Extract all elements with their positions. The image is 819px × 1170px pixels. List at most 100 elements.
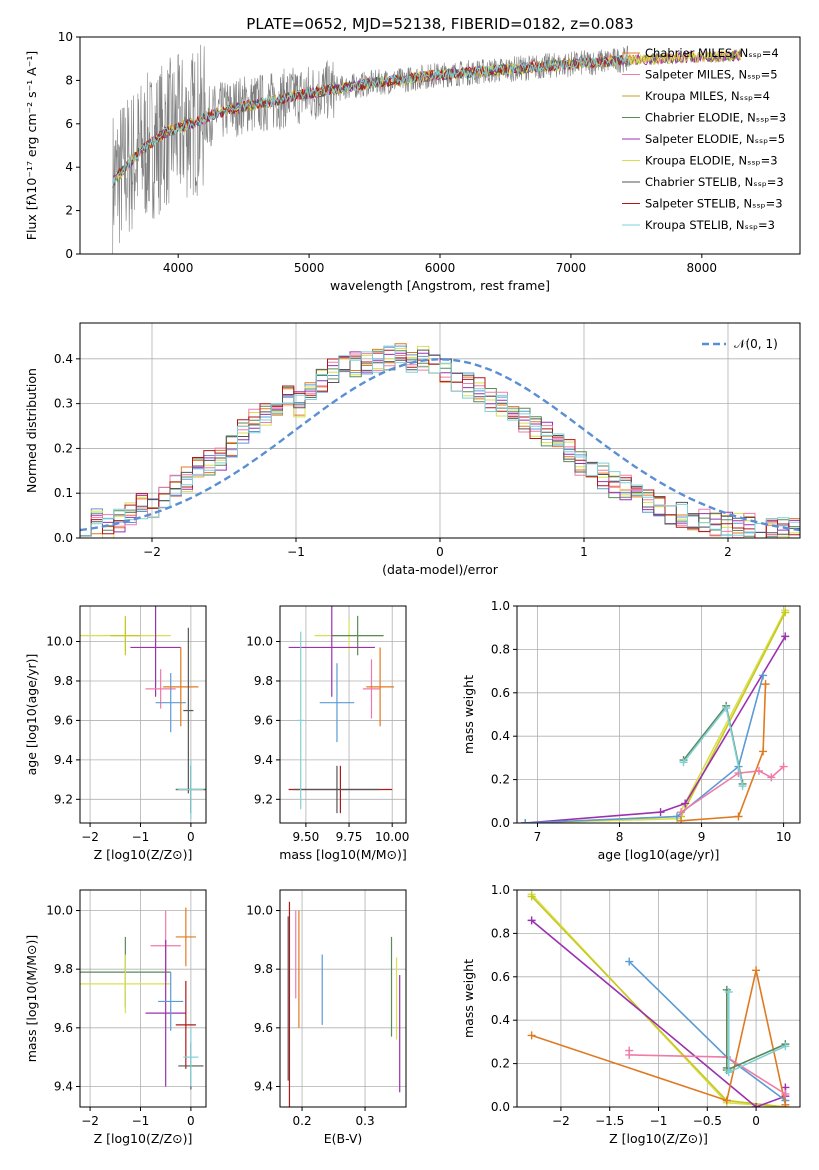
- y-tick-label: 0.1: [54, 486, 73, 500]
- series-line: [525, 612, 786, 823]
- x-tick-label: −2: [81, 1114, 99, 1128]
- data-point: [781, 608, 790, 617]
- data-point: [722, 1096, 731, 1105]
- series-line: [682, 706, 744, 787]
- legend-label: 𝒩(0, 1): [734, 337, 778, 351]
- x-tick-label: −2: [81, 830, 99, 844]
- series-line: [531, 970, 787, 1105]
- gaussian-curve: [80, 358, 800, 532]
- y-tick-label: 0.2: [54, 441, 73, 455]
- y-tick-label: 9.8: [254, 962, 273, 976]
- x-tick-label: 9.75: [336, 830, 363, 844]
- axes-frame: [279, 889, 407, 1108]
- x-tick-label: 0: [187, 830, 195, 844]
- x-tick-label: 5000: [294, 261, 325, 275]
- series-line: [680, 765, 785, 813]
- plot-area-z-weight: [527, 890, 790, 1107]
- y-tick-label: 10.0: [246, 904, 273, 918]
- x-tick-label: −1: [132, 830, 150, 844]
- y-tick-label: 0.2: [491, 1057, 510, 1071]
- y-tick-label: 0.0: [491, 816, 510, 830]
- data-point: [527, 892, 536, 901]
- data-point: [781, 1042, 790, 1051]
- y-tick-label: 9.8: [54, 674, 73, 688]
- x-tick-label: −2: [552, 1114, 570, 1128]
- x-tick-label: −1.5: [595, 1114, 624, 1128]
- figure-title: PLATE=0652, MJD=52138, FIBERID=0182, z=0…: [246, 15, 633, 33]
- y-tick-label: 0.3: [54, 397, 73, 411]
- x-axis-label: wavelength [Angstrom, rest frame]: [330, 278, 550, 293]
- y-tick-label: 0.2: [491, 773, 510, 787]
- plot-area-z-mass: [80, 907, 204, 1090]
- model-line: [112, 54, 630, 188]
- y-axis-label: age [log10(age/yr)]: [24, 654, 39, 776]
- x-axis-label: (data-model)/error: [382, 562, 499, 577]
- y-tick-label: 8: [65, 73, 73, 87]
- y-tick-label: 6: [65, 117, 73, 131]
- y-tick-label: 0.4: [491, 729, 510, 743]
- y-tick-label: 0.4: [491, 1013, 510, 1027]
- x-tick-label: −1: [132, 1114, 150, 1128]
- plot-area-ebv-mass: [287, 901, 401, 1107]
- y-axis-label: Flux [fλ10⁻¹⁷ erg cm⁻² s⁻¹ A⁻¹]: [24, 51, 39, 240]
- legend-label: Chabrier MILES, Nₛₛₚ=4: [645, 46, 779, 60]
- legend-label: Kroupa MILES, Nₛₛₚ=4: [645, 89, 770, 103]
- legend-label: Salpeter ELODIE, Nₛₛₚ=5: [645, 132, 785, 146]
- axes-frame: [79, 889, 207, 1108]
- x-axis-label: age [log10(age/yr)]: [598, 847, 720, 862]
- x-tick-label: 4000: [163, 261, 194, 275]
- data-point: [781, 1100, 790, 1107]
- y-tick-label: 9.8: [254, 674, 273, 688]
- y-tick-label: 0.8: [491, 926, 510, 940]
- y-axis-label: mass weight: [461, 675, 476, 754]
- data-point: [738, 782, 747, 791]
- plot-area-spectrum: [112, 44, 742, 254]
- y-tick-label: 2: [65, 204, 73, 218]
- histogram-step: [80, 345, 800, 537]
- x-tick-label: −1: [287, 545, 305, 559]
- y-tick-label: 0.6: [491, 970, 510, 984]
- data-point: [656, 808, 665, 817]
- y-tick-label: 9.2: [254, 792, 273, 806]
- data-point: [752, 966, 761, 975]
- legend-label: Salpeter MILES, Nₛₛₚ=5: [645, 68, 778, 82]
- y-tick-label: 0: [65, 247, 73, 261]
- data-point: [767, 773, 776, 782]
- plot-area-residuals: [80, 343, 800, 538]
- data-point: [527, 1031, 536, 1040]
- data-point: [724, 987, 733, 996]
- data-point: [722, 703, 731, 712]
- x-tick-label: 6000: [425, 261, 456, 275]
- x-tick-label: 9.50: [293, 830, 320, 844]
- x-tick-label: 8: [616, 830, 624, 844]
- y-axis-label: Normed distribution: [24, 368, 39, 493]
- y-tick-label: 9.4: [54, 1079, 73, 1093]
- axes-frame: [279, 605, 407, 824]
- y-tick-label: 1.0: [491, 883, 510, 897]
- plot-area-mass-age: [288, 606, 394, 814]
- y-tick-label: 9.6: [54, 1021, 73, 1035]
- data-spectrum: [112, 44, 630, 254]
- x-tick-label: 0: [187, 1114, 195, 1128]
- y-tick-label: 9.6: [254, 713, 273, 727]
- legend-label: Salpeter STELIB, Nₛₛₚ=3: [645, 197, 783, 211]
- data-point: [752, 1103, 761, 1107]
- y-tick-label: 0.4: [54, 352, 73, 366]
- y-tick-label: 9.4: [254, 753, 273, 767]
- data-point: [625, 957, 634, 966]
- x-tick-label: 0.3: [356, 1114, 375, 1128]
- series-line: [728, 992, 786, 1074]
- x-tick-label: 0: [436, 545, 444, 559]
- y-tick-label: 1.0: [491, 599, 510, 613]
- y-tick-label: 0.8: [491, 642, 510, 656]
- data-point: [779, 762, 788, 771]
- data-point: [724, 1068, 733, 1077]
- x-tick-label: 2: [724, 545, 732, 559]
- x-axis-label: Z [log10(Z/Z⊙)]: [94, 847, 193, 862]
- x-tick-label: −2: [143, 545, 161, 559]
- panel-age-weight: [513, 605, 800, 827]
- y-axis-label: mass [log10(M/M⊙)]: [24, 935, 39, 1063]
- x-tick-label: 7000: [556, 261, 587, 275]
- y-tick-label: 9.4: [254, 1079, 273, 1093]
